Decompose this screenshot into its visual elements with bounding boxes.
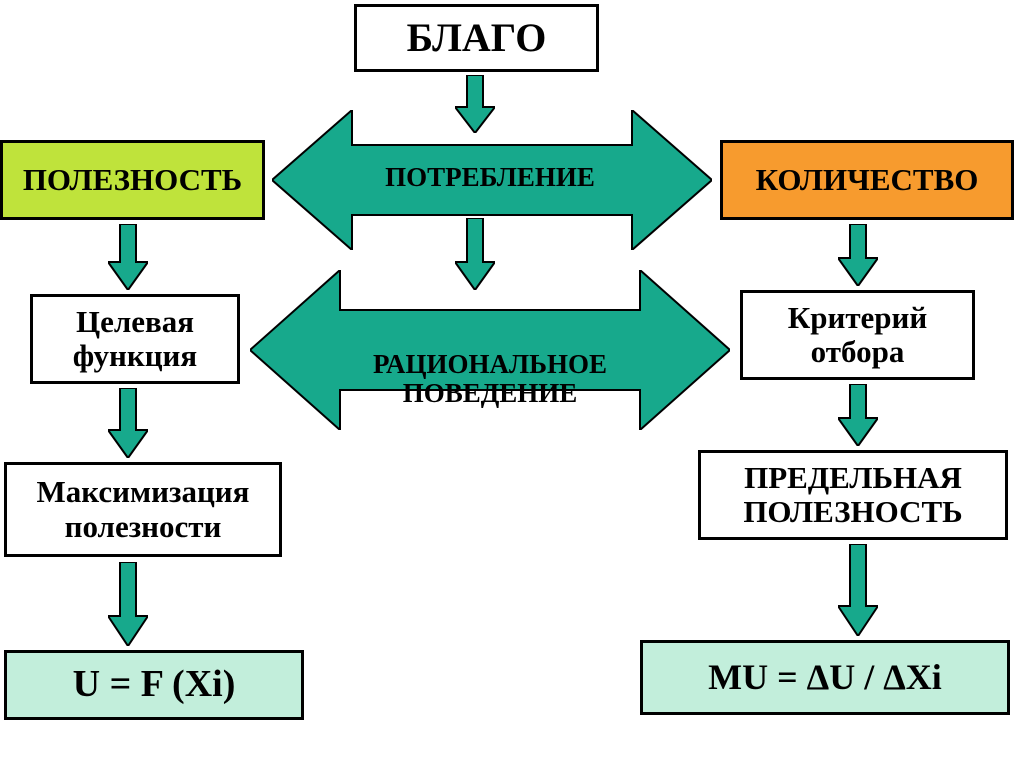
box-maksimizaciya: Максимизация полезности (4, 462, 282, 557)
arrow-celevaya-down (108, 388, 148, 458)
label-kriteriy: Критерий отбора (788, 301, 928, 369)
label-poleznost: ПОЛЕЗНОСТЬ (23, 163, 242, 197)
box-kolichestvo: КОЛИЧЕСТВО (720, 140, 1014, 220)
box-formula-mu: MU = ΔU / ΔXi (640, 640, 1010, 715)
label-formula-mu: MU = ΔU / ΔXi (708, 658, 942, 698)
arrow-kriteriy-down (838, 384, 878, 446)
arrow-kolichestvo-down (838, 224, 878, 286)
arrow-poleznost-down (108, 224, 148, 290)
box-poleznost: ПОЛЕЗНОСТЬ (0, 140, 265, 220)
double-arrow-racionalnoe (250, 270, 730, 430)
label-maksimizaciya: Максимизация полезности (37, 475, 250, 543)
label-formula-u: U = F (Xi) (73, 664, 236, 706)
box-celevaya: Целевая функция (30, 294, 240, 384)
arrow-predelnaya-down (838, 544, 878, 636)
box-formula-u: U = F (Xi) (4, 650, 304, 720)
label-predelnaya: ПРЕДЕЛЬНАЯ ПОЛЕЗНОСТЬ (743, 461, 962, 529)
box-predelnaya: ПРЕДЕЛЬНАЯ ПОЛЕЗНОСТЬ (698, 450, 1008, 540)
label-kolichestvo: КОЛИЧЕСТВО (756, 163, 979, 197)
box-blago: БЛАГО (354, 4, 599, 72)
arrow-maksimizaciya-down (108, 562, 148, 646)
label-blago: БЛАГО (407, 16, 547, 60)
label-celevaya: Целевая функция (73, 305, 197, 373)
box-kriteriy: Критерий отбора (740, 290, 975, 380)
